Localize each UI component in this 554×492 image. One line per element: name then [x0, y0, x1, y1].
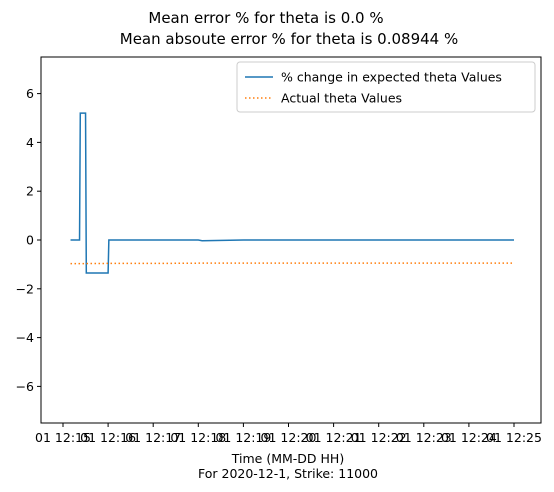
- x-tick-label: 01 12:24: [441, 430, 497, 445]
- legend-label: % change in expected theta Values: [281, 70, 502, 85]
- y-tick-label: −2: [16, 281, 34, 296]
- series-line-0: [70, 112, 514, 274]
- y-tick-label: 4: [26, 135, 34, 150]
- x-tick-label: 01 12:17: [125, 430, 181, 445]
- y-tick-label: −4: [16, 330, 34, 345]
- y-tick-label: 0: [26, 233, 34, 248]
- x-axis-label: Time (MM-DD HH): [231, 451, 345, 466]
- x-tick-label: 01 12:20: [261, 430, 317, 445]
- x-tick-label: 01 12:16: [80, 430, 136, 445]
- x-tick-label: 01 12:18: [170, 430, 226, 445]
- x-axis-sublabel: For 2020-12-1, Strike: 11000: [197, 466, 379, 481]
- plot-frame: [40, 56, 542, 424]
- chart-title-line1: Mean error % for theta is 0.0 %: [148, 9, 384, 27]
- x-tick-label: 01 12:19: [215, 430, 271, 445]
- legend-label: Actual theta Values: [281, 91, 402, 106]
- x-tick-label: 01 12:23: [396, 430, 452, 445]
- legend: % change in expected theta Values Actual …: [236, 61, 536, 113]
- x-tick-label: 01 12:22: [351, 430, 407, 445]
- x-tick-label: 01 12:15: [35, 430, 91, 445]
- y-tick-label: 2: [26, 184, 34, 199]
- x-tick-label: 01 12:21: [306, 430, 362, 445]
- y-tick-label: −6: [16, 379, 34, 394]
- legend-frame: [236, 61, 536, 113]
- y-tick-label: 6: [26, 86, 34, 101]
- chart-title-line2: Mean absoute error % for theta is 0.0894…: [119, 30, 459, 48]
- x-tick-label: 01 12:25: [486, 430, 542, 445]
